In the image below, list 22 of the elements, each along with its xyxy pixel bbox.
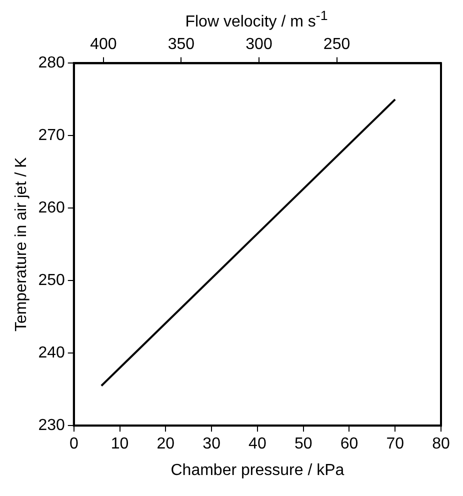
y-tick-label: 240: [38, 344, 65, 362]
y-tick-label: 230: [38, 417, 65, 434]
y-tick-label: 270: [38, 127, 65, 144]
y-tick-label: 260: [38, 200, 65, 217]
x-axis-title: Chamber pressure / kPa: [170, 462, 344, 479]
x2-tick-label: 400: [90, 36, 117, 54]
x-tick-label: 30: [202, 436, 221, 453]
x-tick-label: 80: [432, 436, 450, 453]
x-tick-label: 40: [248, 436, 266, 453]
x-tick-label: 60: [340, 436, 358, 453]
y-tick-label: 250: [38, 272, 65, 290]
x2-tick-label: 350: [168, 36, 195, 54]
x-tick-label: 50: [294, 436, 312, 453]
x2-tick-label: 300: [246, 36, 272, 54]
x-tick-label: 10: [110, 436, 129, 453]
y-tick-label: 280: [38, 54, 65, 72]
x2-tick-label: 250: [323, 36, 350, 54]
x2-axis-title: Flow velocity / m s$^{-1}$: [184, 8, 329, 32]
x-tick-label: 70: [386, 436, 404, 453]
x-tick-label: 0: [69, 436, 78, 453]
y-axis-title: Temperature in air jet / K: [13, 156, 30, 332]
x-tick-label: 20: [156, 436, 175, 453]
